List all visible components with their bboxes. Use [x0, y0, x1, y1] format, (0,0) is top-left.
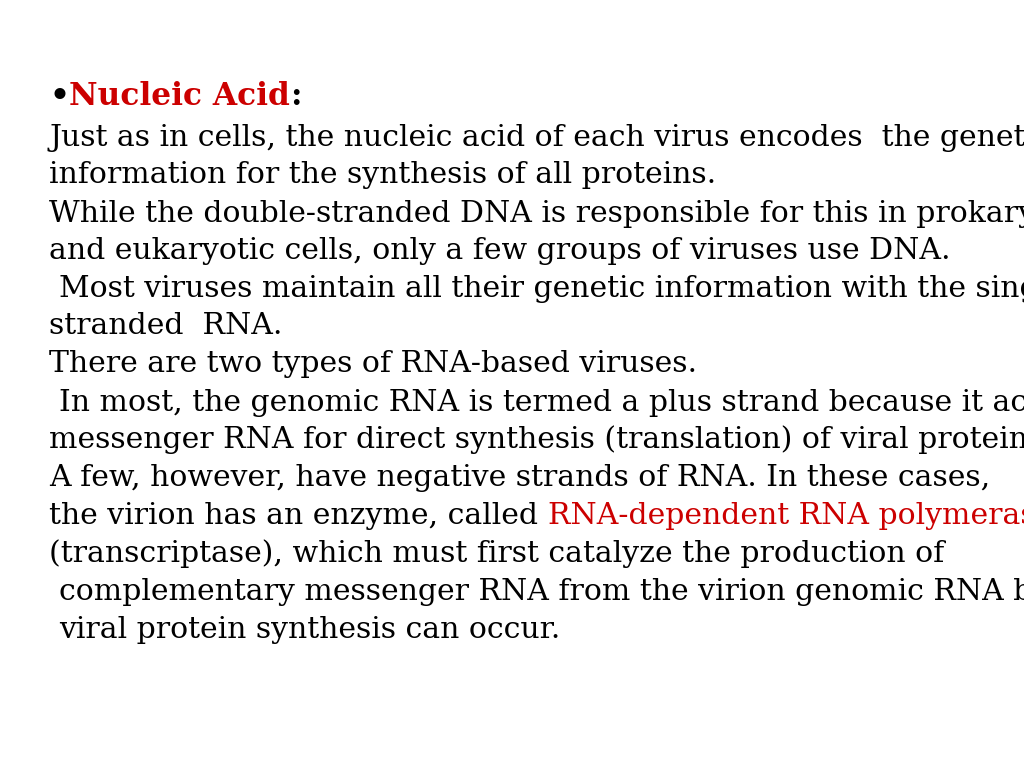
Text: messenger RNA for direct synthesis (translation) of viral protein.: messenger RNA for direct synthesis (tran… — [49, 425, 1024, 454]
Text: RNA-dependent RNA polymerase: RNA-dependent RNA polymerase — [548, 502, 1024, 529]
Text: Just as in cells, the nucleic acid of each virus encodes  the genetic: Just as in cells, the nucleic acid of ea… — [49, 124, 1024, 152]
Text: A few, however, have negative strands of RNA. In these cases,: A few, however, have negative strands of… — [49, 464, 990, 492]
Text: the virion has an enzyme, called: the virion has an enzyme, called — [49, 502, 548, 529]
Text: In most, the genomic RNA is termed a plus strand because it acts as: In most, the genomic RNA is termed a plu… — [59, 389, 1024, 416]
Text: viral protein synthesis can occur.: viral protein synthesis can occur. — [59, 616, 561, 644]
Text: (transcriptase), which must first catalyze the production of: (transcriptase), which must first cataly… — [49, 539, 944, 568]
Text: and eukaryotic cells, only a few groups of viruses use DNA.: and eukaryotic cells, only a few groups … — [49, 237, 950, 264]
Text: Nucleic Acid: Nucleic Acid — [70, 81, 290, 111]
Text: •: • — [49, 81, 70, 111]
Text: complementary messenger RNA from the virion genomic RNA before: complementary messenger RNA from the vir… — [59, 578, 1024, 605]
Text: While the double-stranded DNA is responsible for this in prokaryotic: While the double-stranded DNA is respons… — [49, 200, 1024, 227]
Text: information for the synthesis of all proteins.: information for the synthesis of all pro… — [49, 161, 716, 189]
Text: stranded  RNA.: stranded RNA. — [49, 312, 283, 339]
Text: There are two types of RNA-based viruses.: There are two types of RNA-based viruses… — [49, 350, 697, 378]
Text: Most viruses maintain all their genetic information with the single-: Most viruses maintain all their genetic … — [59, 275, 1024, 303]
Text: :: : — [290, 81, 301, 111]
